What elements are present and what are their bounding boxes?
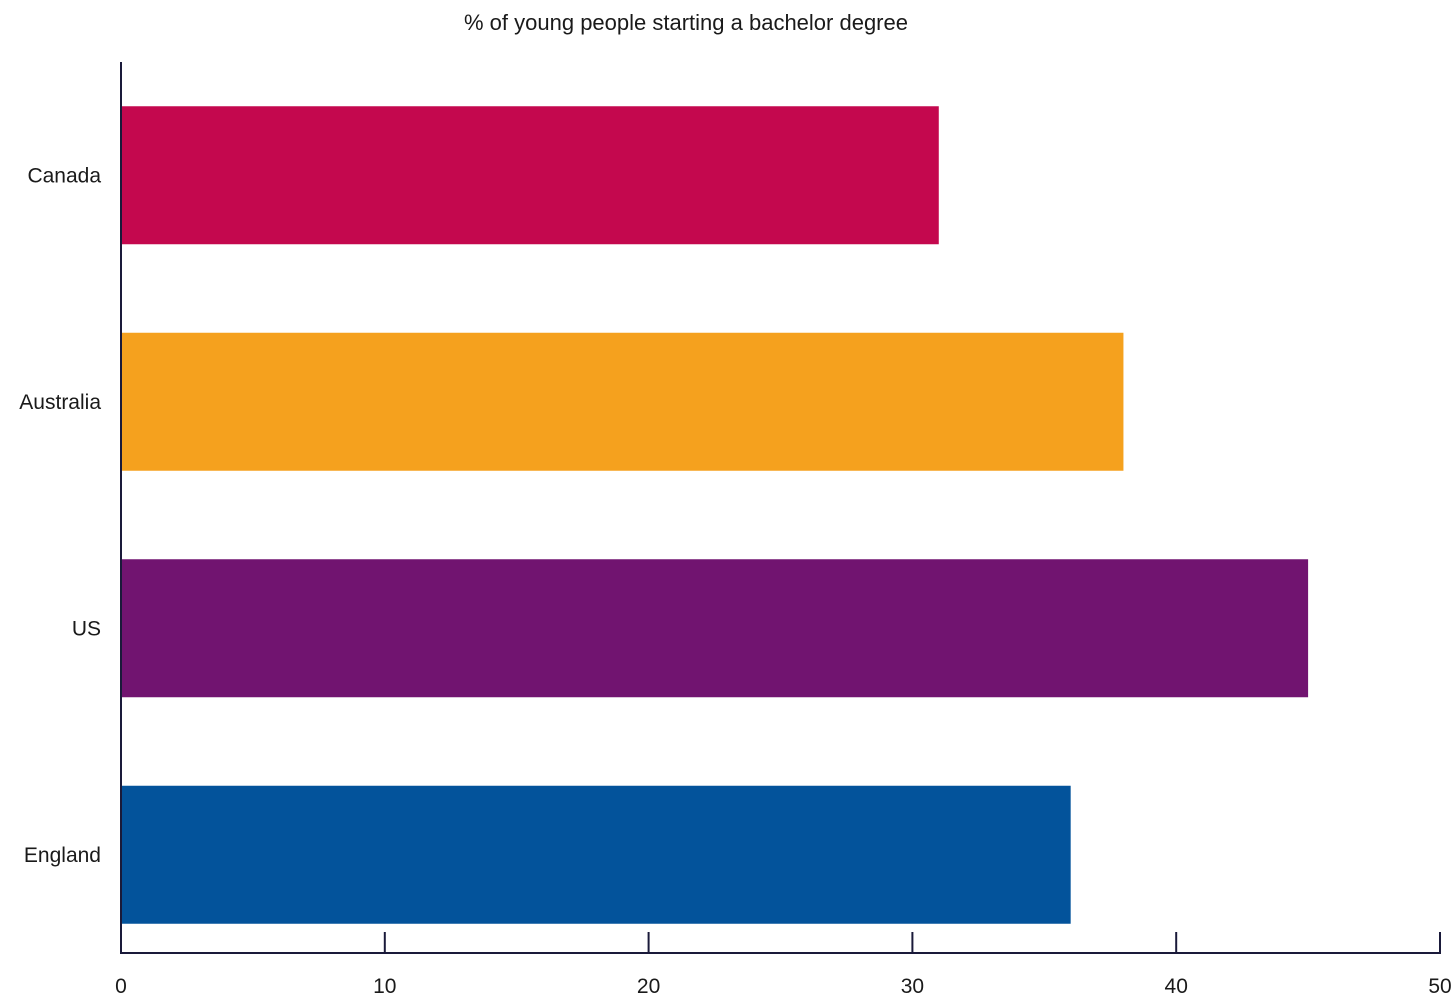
x-tick-label-20: 20 [637, 975, 660, 998]
category-labels-group: Canada Australia US England [19, 164, 101, 867]
bar-canada [121, 106, 939, 245]
x-tick-label-40: 40 [1165, 975, 1188, 998]
chart-title: % of young people starting a bachelor de… [464, 10, 908, 35]
tick-labels-group: 0 10 20 30 40 50 [115, 975, 1452, 998]
x-tick-label-10: 10 [373, 975, 396, 998]
bar-us [121, 559, 1309, 698]
category-label-australia: Australia [19, 391, 101, 414]
bar-australia [121, 332, 1124, 471]
bars-group [121, 106, 1309, 924]
category-label-england: England [24, 844, 101, 867]
x-tick-label-0: 0 [115, 975, 127, 998]
bar-england [121, 785, 1071, 924]
category-label-us: US [72, 617, 101, 640]
axes-group [120, 62, 1441, 954]
category-label-canada: Canada [27, 164, 101, 187]
x-tick-label-30: 30 [901, 975, 924, 998]
x-tick-label-50: 50 [1428, 975, 1451, 998]
